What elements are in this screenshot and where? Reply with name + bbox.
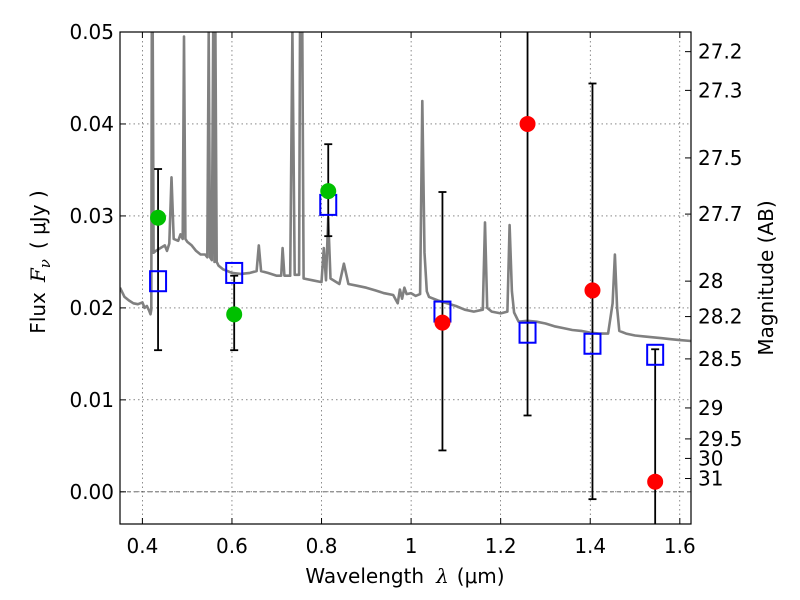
right-tick-label: 27.2 <box>698 40 743 64</box>
right-tick-label: 27.5 <box>698 146 743 170</box>
x-tick-label: 1 <box>405 534 418 558</box>
right-tick-label: 28.5 <box>698 347 743 371</box>
right-tick-label: 28.2 <box>698 305 743 329</box>
y-tick-label: 0.02 <box>69 296 114 320</box>
model-flux-square <box>225 261 244 284</box>
y-tick-label: 0.03 <box>69 204 114 228</box>
model-flux-square <box>646 343 665 366</box>
y-axis-label: FluxFν( μJy ) <box>26 190 54 333</box>
x-tick-label: 1.2 <box>485 534 517 558</box>
template-spectrum-line <box>120 32 691 343</box>
y-axis-ticks: 0.00 0.01 0.02 0.03 0.04 0.05 <box>69 20 126 504</box>
plot-area <box>120 32 691 524</box>
x-axis-label: Wavelength λ (μm) <box>305 564 504 588</box>
right-axis-label: Magnitude (AB) <box>754 200 778 355</box>
right-tick-label: 27.7 <box>698 202 743 226</box>
right-tick-label: 31 <box>698 467 723 491</box>
model-flux-square <box>583 332 602 355</box>
red-data-point <box>584 282 601 299</box>
plot-frame <box>119 31 692 525</box>
x-axis-ticks: 0.4 0.6 0.8 1 1.2 1.4 1.6 <box>126 32 696 558</box>
right-tick-label: 28 <box>698 269 723 293</box>
green-data-point <box>320 183 337 200</box>
y-tick-label: 0.04 <box>69 112 114 136</box>
red-data-point <box>434 314 451 331</box>
y-tick-label: 0.05 <box>69 20 114 44</box>
right-tick-label: 30 <box>698 446 723 470</box>
model-flux-square <box>149 270 168 293</box>
model-flux-square <box>518 321 537 344</box>
x-tick-label: 1.4 <box>574 534 606 558</box>
right-tick-label: 29 <box>698 396 723 420</box>
red-data-point <box>647 473 664 490</box>
green-data-point <box>226 306 243 323</box>
y-tick-label: 0.01 <box>69 388 114 412</box>
x-tick-label: 1.6 <box>664 534 696 558</box>
x-tick-label: 0.6 <box>216 534 248 558</box>
red-data-point <box>519 115 536 132</box>
green-data-point <box>150 209 167 226</box>
x-tick-label: 0.8 <box>306 534 338 558</box>
right-tick-label: 29.5 <box>698 427 743 451</box>
right-tick-label: 27.3 <box>698 78 743 102</box>
y-tick-label: 0.00 <box>69 480 114 504</box>
x-tick-label: 0.4 <box>126 534 158 558</box>
